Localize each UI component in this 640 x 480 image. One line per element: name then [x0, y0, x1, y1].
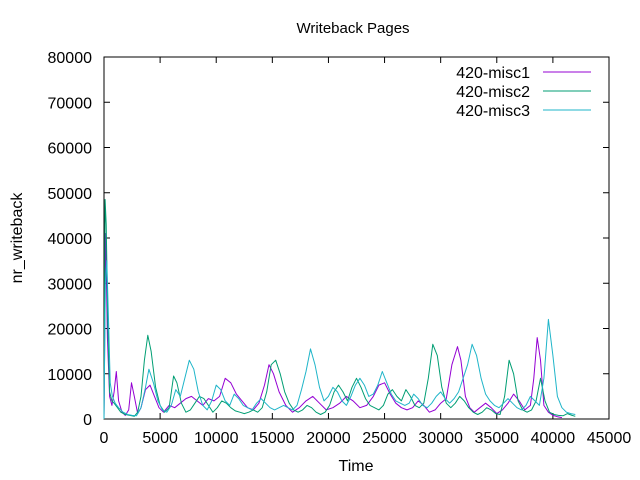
x-tick-label: 30000 [418, 430, 463, 447]
y-tick-label: 40000 [48, 231, 93, 248]
y-axis-title: nr_writeback [9, 192, 26, 284]
y-tick-label: 60000 [48, 141, 93, 158]
y-tick-label: 80000 [48, 50, 93, 67]
x-tick-label: 5000 [142, 430, 178, 447]
y-tick-label: 20000 [48, 322, 93, 339]
x-tick-label: 45000 [587, 430, 632, 447]
x-tick-label: 20000 [306, 430, 351, 447]
y-tick-label: 10000 [48, 367, 93, 384]
legend-label-1: 420-misc1 [456, 65, 530, 82]
y-tick-label: 0 [83, 412, 92, 429]
y-tick-label: 50000 [48, 186, 93, 203]
series-layer [103, 199, 576, 420]
x-tick-label: 15000 [250, 430, 295, 447]
x-tick-label: 0 [100, 430, 109, 447]
legend-label-3: 420-misc3 [456, 103, 530, 120]
x-axis: 0 5000 10000 15000 20000 25000 30000 35000 40000… [100, 57, 632, 447]
x-tick-label: 10000 [194, 430, 239, 447]
x-axis-title: Time [339, 458, 374, 475]
y-tick-label: 70000 [48, 95, 93, 112]
x-tick-label: 25000 [362, 430, 407, 447]
plot-frame [103, 56, 610, 420]
series-line-2 [103, 199, 576, 420]
y-axis: 0 10000 20000 30000 40000 50000 60000 70000 8000… [48, 50, 609, 429]
x-tick-label: 40000 [531, 430, 576, 447]
legend: 420-misc1 420-misc2 420-misc3 [456, 65, 591, 120]
series-line-1 [103, 233, 562, 420]
x-tick-label: 35000 [475, 430, 520, 447]
chart-title: Writeback Pages [296, 20, 409, 37]
legend-label-2: 420-misc2 [456, 84, 530, 101]
series-line-3 [103, 260, 576, 420]
y-tick-label: 30000 [48, 276, 93, 293]
